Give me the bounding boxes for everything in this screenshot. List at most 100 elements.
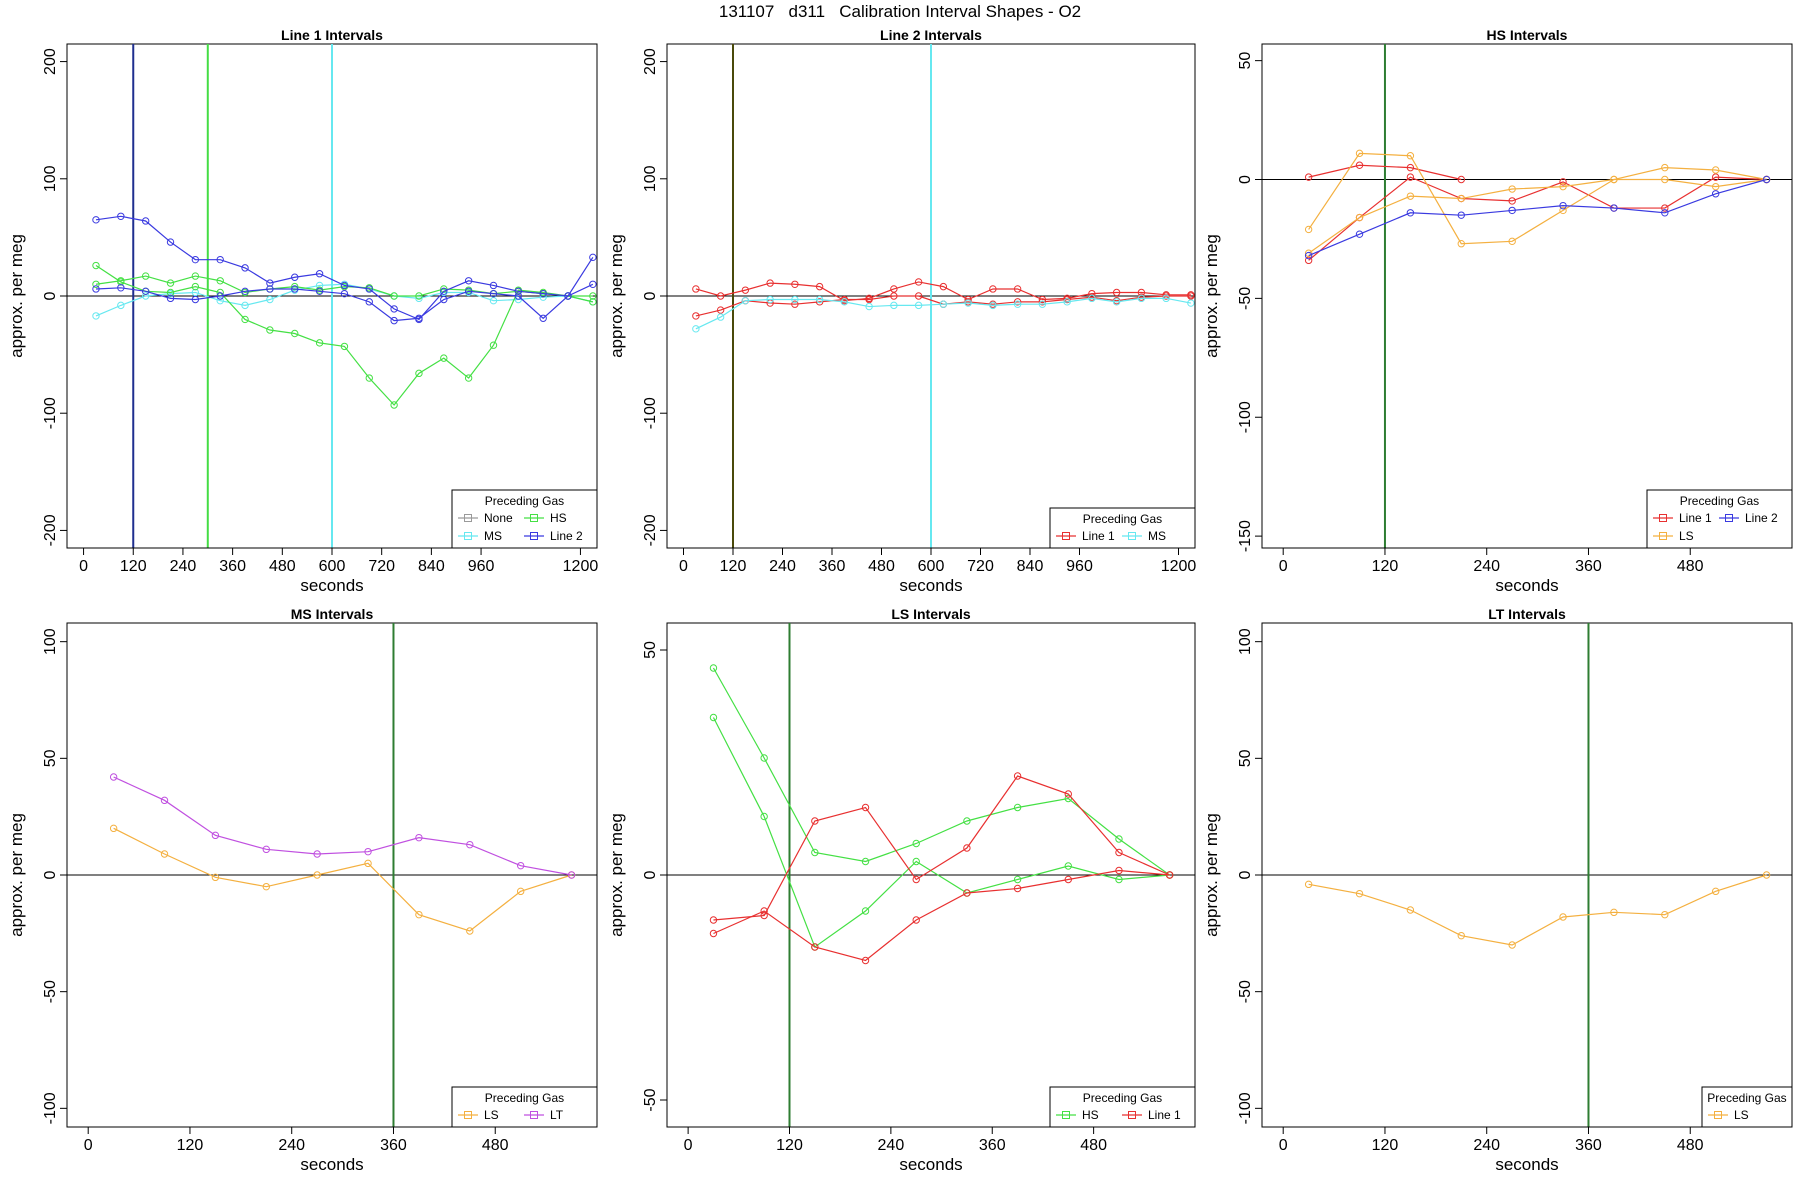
data-point	[291, 282, 299, 291]
data-point	[117, 212, 125, 220]
data-point	[1559, 913, 1567, 921]
x-axis-label: seconds	[899, 1155, 962, 1174]
data-point	[1661, 910, 1669, 919]
y-tick-label: 100	[42, 628, 59, 655]
data-point	[1115, 835, 1123, 843]
series-line	[1308, 164, 1462, 181]
x-tick-label: 360	[380, 1137, 407, 1154]
chart-panel-2: Line 2 Intervals 0 120 240 360 480 600 720 840 96…	[607, 27, 1196, 595]
data-point	[1508, 237, 1516, 246]
x-tick-label: 120	[1372, 1137, 1399, 1154]
y-tick-label: -200	[42, 514, 59, 546]
data-point	[1711, 166, 1720, 174]
x-axis-label: seconds	[300, 576, 363, 595]
chart-title: LT Intervals	[1488, 606, 1566, 622]
x-tick-label: 240	[1473, 1137, 1500, 1154]
legend-swatch-marker	[464, 514, 472, 522]
data-point	[514, 287, 523, 296]
data-point	[1406, 192, 1415, 200]
data-point	[791, 300, 799, 308]
x-tick-label: 0	[679, 558, 688, 575]
y-tick-label: 0	[642, 291, 659, 300]
data-point	[1559, 182, 1567, 191]
data-point	[340, 289, 349, 298]
data-point	[1661, 175, 1669, 184]
chart-panel-4: MS Intervals 0 120 240 360 480 seconds -100 -50 0…	[7, 606, 598, 1174]
data-point	[489, 341, 498, 349]
data-point	[741, 286, 750, 294]
data-point	[1711, 887, 1720, 896]
chart-panel-5: LS Intervals 0 120 240 360 480 seconds -50 0 50 ap…	[607, 606, 1196, 1174]
y-axis-label: approx. per meg	[607, 813, 626, 937]
data-point	[262, 882, 270, 891]
data-point	[914, 278, 923, 286]
legend-box	[1049, 507, 1196, 549]
data-point	[1115, 848, 1123, 857]
data-point	[315, 339, 324, 347]
x-tick-label: 840	[1017, 558, 1044, 575]
legend: Preceding Gas Line 1 MS	[1049, 507, 1196, 549]
x-axis-label: seconds	[1495, 576, 1558, 595]
legend-entry-label: Line 1	[1148, 1108, 1181, 1122]
legend-box	[1646, 489, 1793, 549]
data-point	[464, 287, 473, 296]
legend-entry-label: MS	[1148, 529, 1166, 543]
data-point	[390, 305, 398, 313]
legend-swatch-marker	[530, 514, 538, 522]
data-point	[1457, 211, 1465, 219]
series-line	[95, 283, 593, 317]
data-point	[211, 873, 220, 882]
data-point	[1661, 204, 1669, 212]
legend: Preceding Gas None HS MS Line 2	[451, 489, 598, 549]
data-point	[709, 713, 718, 722]
data-point	[914, 301, 923, 310]
data-point	[191, 288, 200, 297]
data-point	[811, 817, 819, 825]
data-point	[266, 285, 274, 293]
y-tick-label: -50	[1237, 287, 1254, 310]
data-point	[1661, 209, 1669, 217]
data-point	[939, 282, 948, 291]
x-tick-label: 600	[918, 558, 945, 575]
data-point	[964, 299, 972, 307]
data-point	[861, 803, 870, 812]
x-tick-label: 360	[819, 558, 846, 575]
x-tick-label: 600	[319, 558, 346, 575]
legend: Preceding Gas LS LT	[451, 1086, 598, 1128]
data-point	[840, 298, 849, 306]
data-point	[741, 296, 750, 305]
legend-title: Preceding Gas	[485, 1091, 564, 1105]
series-line	[95, 283, 594, 322]
data-point	[1457, 239, 1465, 248]
data-point	[1304, 173, 1313, 181]
legend-title: Preceding Gas	[1680, 494, 1759, 508]
data-point	[815, 298, 824, 306]
data-point	[415, 910, 423, 919]
legend-swatch-marker	[1128, 1111, 1136, 1119]
data-point	[1355, 149, 1364, 158]
series-line	[1308, 178, 1767, 257]
data-point	[1088, 294, 1096, 303]
y-tick-label: -100	[1237, 401, 1254, 433]
data-point	[315, 281, 324, 290]
data-point	[912, 916, 920, 924]
legend-title: Preceding Gas	[1083, 512, 1162, 526]
legend: Preceding Gas LS	[1701, 1086, 1793, 1128]
data-point	[1457, 175, 1465, 184]
x-tick-label: 360	[1575, 558, 1602, 575]
data-point	[191, 295, 200, 304]
y-tick-label: -200	[642, 514, 659, 546]
legend-box	[1701, 1086, 1793, 1128]
x-tick-label: 1200	[563, 558, 599, 575]
data-point	[1508, 197, 1516, 205]
y-tick-label: -100	[642, 397, 659, 429]
y-tick-label: -100	[42, 1092, 59, 1124]
data-point	[840, 295, 849, 304]
data-point	[141, 292, 150, 300]
data-point	[364, 847, 372, 856]
data-point	[340, 281, 349, 290]
data-point	[1013, 772, 1022, 780]
data-point	[1038, 300, 1047, 308]
data-point	[1063, 298, 1071, 306]
data-point	[1137, 294, 1146, 303]
